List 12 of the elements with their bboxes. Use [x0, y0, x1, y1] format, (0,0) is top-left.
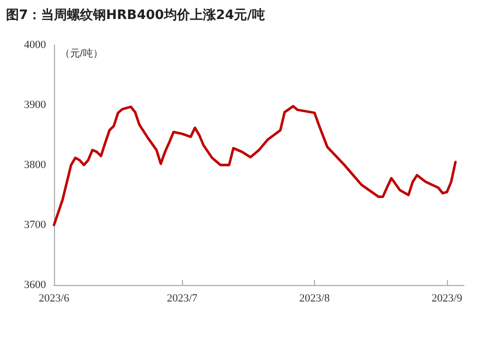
x-tick-label: 2023/8 — [299, 292, 330, 304]
y-tick-label: 3600 — [24, 279, 46, 291]
y-tick-label: 3800 — [24, 159, 46, 171]
chart-title: 图7：当周螺纹钢HRB400均价上涨24元/吨 — [6, 7, 265, 24]
y-tick-label: 3700 — [24, 219, 46, 231]
y-tick-label: 4000 — [24, 39, 46, 51]
line-series — [52, 104, 457, 226]
y-axis-title: （元/吨） — [60, 48, 103, 60]
x-tick-label: 2023/7 — [166, 292, 198, 304]
y-tick-label: 3900 — [24, 99, 46, 111]
x-tick-label: 2023/9 — [432, 292, 463, 304]
x-tick-label: 2023/6 — [38, 292, 70, 304]
